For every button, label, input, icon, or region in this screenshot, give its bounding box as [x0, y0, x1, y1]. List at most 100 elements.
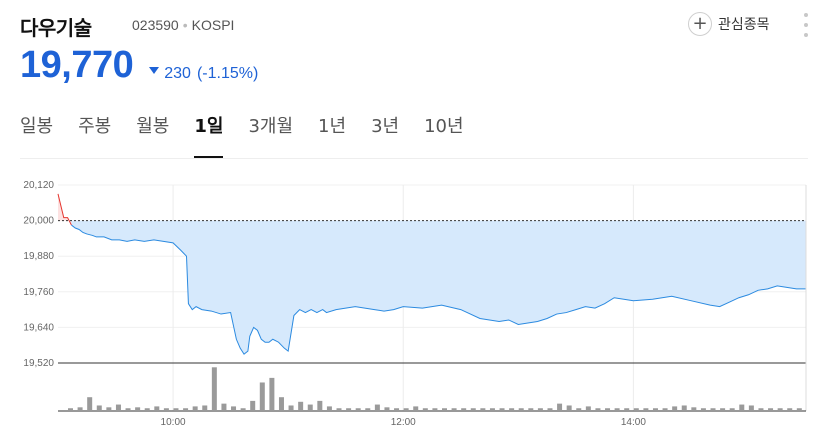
volume-bar [77, 407, 83, 411]
volume-bar [240, 408, 246, 411]
tab-5[interactable]: 1년 [318, 116, 347, 137]
tab-6[interactable]: 3년 [371, 116, 400, 137]
tab-divider [20, 158, 808, 159]
volume-bar [518, 408, 524, 411]
volume-bar [163, 408, 169, 411]
volume-bar [394, 408, 400, 411]
volume-bar [461, 408, 467, 411]
more-vertical-icon[interactable] [802, 13, 810, 37]
meta-separator: • [182, 17, 188, 33]
volume-bar [346, 408, 352, 411]
volume-bar [700, 408, 706, 411]
volume-bar [68, 408, 73, 411]
volume-bar [720, 408, 726, 411]
volume-bar [643, 408, 649, 411]
volume-bar [278, 397, 284, 411]
above-area [58, 193, 72, 226]
tab-2[interactable]: 월봉 [136, 116, 170, 137]
volume-bar [173, 408, 179, 411]
volume-bar [413, 406, 419, 411]
volume-bar [710, 408, 716, 411]
volume-bar [250, 400, 256, 411]
volume-bar [451, 408, 457, 411]
y-tick-label: 19,640 [23, 322, 54, 333]
volume-bar [259, 382, 265, 411]
plus-icon: + [688, 12, 712, 36]
volume-bar [317, 400, 323, 411]
volume-bar [355, 408, 361, 411]
volume-bar [652, 408, 658, 411]
volume-bar [432, 408, 438, 411]
volume-bar [576, 408, 582, 411]
stock-code: 023590 [132, 17, 179, 33]
above-line [57, 193, 72, 226]
volume-bar [537, 408, 543, 411]
x-tick-label: 14:00 [621, 417, 646, 428]
quote-row: 19,770 230 (-1.15%) [20, 44, 258, 90]
volume-bar [748, 405, 754, 411]
x-tick-label: 12:00 [391, 417, 416, 428]
volume-bar [528, 408, 534, 411]
add-watchlist-button[interactable]: + 관심종목 [688, 10, 770, 38]
volume-bar [566, 405, 572, 411]
volume-bar [758, 408, 764, 411]
volume-bar [787, 408, 793, 411]
tab-0[interactable]: 일봉 [20, 116, 54, 137]
volume-bar [691, 407, 697, 411]
volume-bar [211, 367, 217, 411]
volume-bar [729, 408, 735, 411]
volume-bar [681, 405, 687, 411]
volume-bar [739, 404, 745, 411]
stock-name: 다우기술 [20, 16, 92, 40]
volume-bar [192, 406, 198, 411]
y-tick-label: 19,880 [23, 251, 54, 262]
volume-bar [115, 404, 121, 411]
volume-bar [288, 405, 294, 411]
volume-bar [585, 406, 591, 411]
price-change: 230 (-1.15%) [149, 65, 258, 83]
volume-bar [135, 407, 141, 411]
volume-bar [499, 408, 505, 411]
volume-bar [777, 408, 783, 411]
volume-bar [624, 408, 630, 411]
volume-bar [768, 408, 774, 411]
volume-bar [662, 408, 668, 411]
volume-bar [326, 406, 332, 411]
stock-header: 다우기술 023590 • KOSPI + 관심종목 [20, 10, 820, 40]
x-tick-label: 10:00 [161, 417, 186, 428]
tab-3[interactable]: 1일 [194, 112, 224, 158]
volume-bar [221, 403, 227, 411]
volume-bar [106, 407, 112, 411]
volume-bar [365, 408, 371, 411]
volume-bar [374, 404, 380, 411]
current-price: 19,770 [20, 44, 134, 86]
watchlist-label: 관심종목 [718, 17, 770, 33]
down-triangle-icon [149, 67, 160, 74]
volume-bar [614, 408, 620, 411]
volume-bar [87, 397, 93, 411]
price-line [71, 224, 806, 355]
below-area [71, 220, 806, 355]
volume-bar [480, 408, 486, 411]
volume-bar [422, 408, 428, 411]
volume-bar [125, 408, 131, 411]
volume-bar [557, 403, 563, 411]
volume-bar [269, 377, 275, 411]
tab-1[interactable]: 주봉 [78, 116, 112, 137]
volume-bar [489, 408, 495, 411]
volume-bar [307, 404, 313, 411]
stock-market: KOSPI [191, 17, 235, 33]
volume-bar [470, 408, 476, 411]
volume-bar [298, 401, 304, 411]
period-tabs: 일봉 주봉 월봉 1일 3개월 1년 3년 10년 [20, 112, 489, 158]
tab-4[interactable]: 3개월 [248, 116, 294, 137]
tab-7[interactable]: 10년 [424, 116, 464, 137]
change-percent: (-1.15%) [196, 64, 259, 82]
volume-bar [144, 408, 150, 411]
volume-bar [509, 408, 515, 411]
stock-meta: 023590 • KOSPI [132, 17, 234, 33]
volume-bar [595, 408, 601, 411]
volume-bar [336, 408, 342, 411]
volume-bar [183, 408, 189, 411]
y-tick-label: 20,000 [23, 216, 54, 227]
